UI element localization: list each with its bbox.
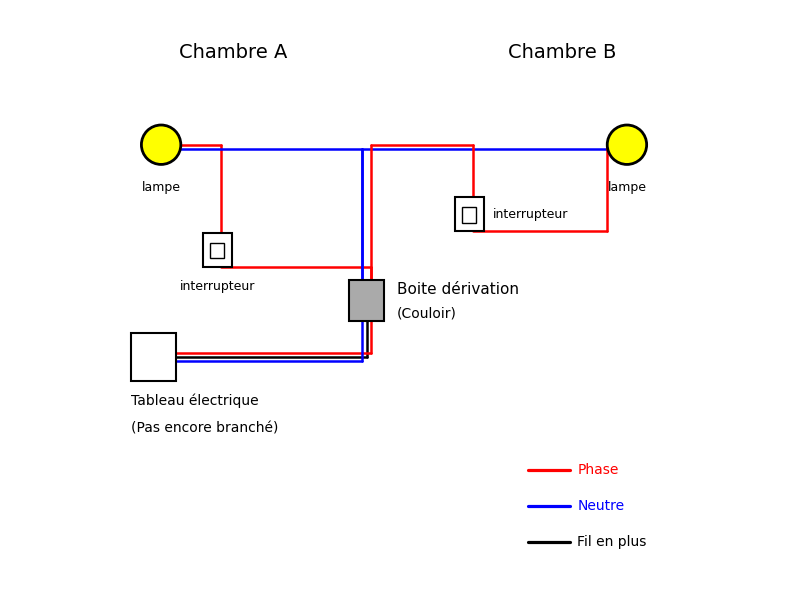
Circle shape <box>607 125 646 164</box>
Text: interrupteur: interrupteur <box>179 280 255 293</box>
Bar <box>462 207 477 223</box>
Text: interrupteur: interrupteur <box>493 208 568 221</box>
Text: (Pas encore branché): (Pas encore branché) <box>131 421 278 435</box>
Text: lampe: lampe <box>142 181 181 194</box>
Text: lampe: lampe <box>607 181 646 194</box>
Text: Phase: Phase <box>578 463 618 477</box>
Text: Chambre A: Chambre A <box>179 43 287 62</box>
Text: Tableau électrique: Tableau électrique <box>131 394 259 408</box>
Bar <box>203 233 231 267</box>
Bar <box>210 243 225 259</box>
Text: Fil en plus: Fil en plus <box>578 535 646 549</box>
Circle shape <box>142 125 181 164</box>
Text: Chambre B: Chambre B <box>507 43 616 62</box>
Bar <box>131 333 176 380</box>
Text: (Couloir): (Couloir) <box>397 307 457 321</box>
Bar <box>350 280 384 321</box>
Text: Neutre: Neutre <box>578 499 625 513</box>
Bar <box>455 197 484 232</box>
Text: Boite dérivation: Boite dérivation <box>397 283 519 298</box>
